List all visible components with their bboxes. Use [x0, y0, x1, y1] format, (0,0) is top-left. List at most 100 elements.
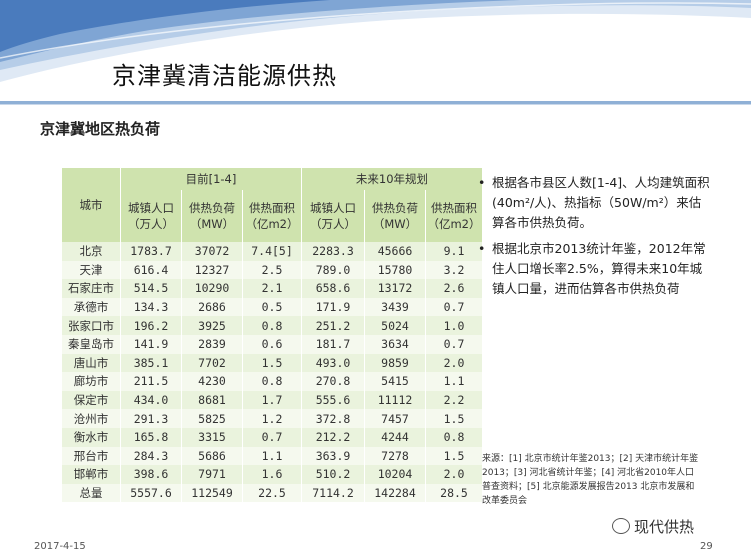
- watermark: 现代供热: [612, 516, 694, 537]
- table-row: 天津 616.4 12327 2.5 789.0 15780 3.2: [62, 260, 483, 280]
- cell-fload: 15780: [364, 260, 426, 280]
- cell-fload: 9859: [364, 353, 426, 373]
- cell-farea: 9.1: [425, 242, 483, 261]
- cell-fpop: 7114.2: [301, 483, 365, 503]
- cell-farea: 1.0: [425, 316, 483, 335]
- cell-city: 沧州市: [62, 409, 121, 428]
- cell-pop: 134.3: [120, 297, 182, 317]
- cell-city: 张家口市: [62, 316, 121, 335]
- cell-load: 2686: [181, 297, 243, 317]
- cell-city: 北京: [62, 242, 121, 261]
- cell-load: 3925: [181, 316, 243, 335]
- cell-area: 1.1: [242, 446, 302, 466]
- cell-fload: 4244: [364, 427, 426, 447]
- cell-farea: 1.1: [425, 372, 483, 391]
- table-row: 邢台市 284.3 5686 1.1 363.9 7278 1.5: [62, 446, 483, 466]
- bullet-2: 根据北京市2013统计年鉴，2012年常住人口增长率2.5%，算得未来10年城镇…: [478, 239, 713, 299]
- watermark-text: 现代供热: [634, 518, 695, 536]
- cell-load: 5825: [181, 409, 243, 428]
- cell-city: 承德市: [62, 297, 121, 317]
- cell-pop: 284.3: [120, 446, 182, 466]
- cell-fpop: 555.6: [301, 390, 365, 410]
- cell-fpop: 658.6: [301, 279, 365, 298]
- cell-area: 22.5: [242, 483, 302, 503]
- table-row: 邯郸市 398.6 7971 1.6 510.2 10204 2.0: [62, 465, 483, 484]
- cell-fpop: 363.9: [301, 446, 365, 466]
- cell-farea: 0.8: [425, 427, 483, 447]
- cell-load: 37072: [181, 242, 243, 261]
- cell-fload: 13172: [364, 279, 426, 298]
- header-load: 供热负荷（MW）: [181, 190, 243, 242]
- table-group-header: 城市 目前[1-4] 未来10年规划: [62, 168, 483, 242]
- cell-farea: 3.2: [425, 260, 483, 280]
- cell-farea: 2.6: [425, 279, 483, 298]
- cell-city: 衡水市: [62, 427, 121, 447]
- cell-fload: 3439: [364, 297, 426, 317]
- cell-pop: 211.5: [120, 372, 182, 391]
- cell-fpop: 372.8: [301, 409, 365, 428]
- cell-load: 5686: [181, 446, 243, 466]
- cell-pop: 514.5: [120, 279, 182, 298]
- table-row: 衡水市 165.8 3315 0.7 212.2 4244 0.8: [62, 427, 483, 447]
- cell-load: 7702: [181, 353, 243, 373]
- cell-fload: 5024: [364, 316, 426, 335]
- cell-load: 2839: [181, 334, 243, 354]
- cell-fpop: 2283.3: [301, 242, 365, 261]
- table-row: 张家口市 196.2 3925 0.8 251.2 5024 1.0: [62, 316, 483, 335]
- cell-city: 邯郸市: [62, 465, 121, 484]
- header-current: 目前[1-4]: [120, 168, 302, 190]
- cell-area: 2.1: [242, 279, 302, 298]
- cell-pop: 5557.6: [120, 483, 182, 503]
- cell-load: 4230: [181, 372, 243, 391]
- cell-load: 7971: [181, 465, 243, 484]
- cell-fload: 45666: [364, 242, 426, 261]
- notes-bullets: 根据各市县区人数[1-4]、人均建筑面积(40m²/人)、热指标（50W/m²）…: [478, 173, 713, 305]
- cell-farea: 1.5: [425, 446, 483, 466]
- cell-fpop: 493.0: [301, 353, 365, 373]
- cell-pop: 434.0: [120, 390, 182, 410]
- cell-area: 0.8: [242, 372, 302, 391]
- table-row: 廊坊市 211.5 4230 0.8 270.8 5415 1.1: [62, 372, 483, 391]
- watermark-icon: [612, 518, 630, 534]
- cell-farea: 2.2: [425, 390, 483, 410]
- table-row: 沧州市 291.3 5825 1.2 372.8 7457 1.5: [62, 409, 483, 428]
- cell-pop: 196.2: [120, 316, 182, 335]
- header-pop: 城镇人口（万人）: [120, 190, 182, 242]
- header-area: 供热面积（亿m2）: [242, 190, 302, 242]
- cell-pop: 616.4: [120, 260, 182, 280]
- cell-fpop: 181.7: [301, 334, 365, 354]
- cell-farea: 0.7: [425, 297, 483, 317]
- cell-area: 1.7: [242, 390, 302, 410]
- cell-area: 0.8: [242, 316, 302, 335]
- cell-city: 总量: [62, 483, 121, 503]
- cell-fload: 5415: [364, 372, 426, 391]
- cell-load: 8681: [181, 390, 243, 410]
- cell-fload: 3634: [364, 334, 426, 354]
- header-future-load: 供热负荷（MW）: [364, 190, 426, 242]
- cell-pop: 385.1: [120, 353, 182, 373]
- header-future: 未来10年规划: [301, 168, 483, 190]
- cell-pop: 141.9: [120, 334, 182, 354]
- cell-load: 3315: [181, 427, 243, 447]
- cell-city: 廊坊市: [62, 372, 121, 391]
- cell-area: 0.6: [242, 334, 302, 354]
- title-divider: [0, 101, 751, 104]
- bullet-1: 根据各市县区人数[1-4]、人均建筑面积(40m²/人)、热指标（50W/m²）…: [478, 173, 713, 233]
- title-divider-shadow: [0, 104, 751, 105]
- cell-area: 0.5: [242, 297, 302, 317]
- cell-city: 石家庄市: [62, 279, 121, 298]
- cell-area: 1.6: [242, 465, 302, 484]
- table-title: 京津冀地区热负荷: [40, 120, 161, 138]
- table-row: 保定市 434.0 8681 1.7 555.6 11112 2.2: [62, 390, 483, 410]
- cell-pop: 291.3: [120, 409, 182, 428]
- cell-area: 2.5: [242, 260, 302, 280]
- table-row: 北京 1783.7 37072 7.4[5] 2283.3 45666 9.1: [62, 242, 483, 261]
- cell-farea: 2.0: [425, 353, 483, 373]
- cell-city: 唐山市: [62, 353, 121, 373]
- cell-pop: 165.8: [120, 427, 182, 447]
- cell-load: 12327: [181, 260, 243, 280]
- cell-load: 112549: [181, 483, 243, 503]
- cell-area: 7.4[5]: [242, 242, 302, 261]
- heat-load-table: 城市 目前[1-4] 未来10年规划 城镇人口（万人） 供热负荷（MW） 供热面…: [62, 168, 483, 503]
